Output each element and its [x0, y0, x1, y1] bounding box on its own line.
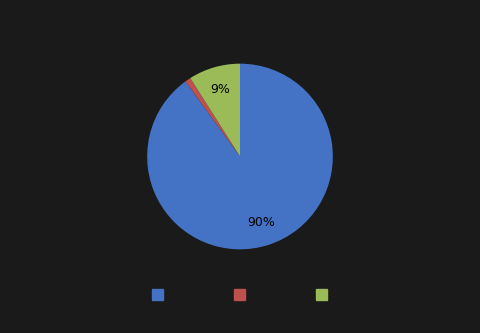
Wedge shape	[185, 78, 240, 157]
Text: 9%: 9%	[211, 83, 230, 96]
Text: 90%: 90%	[248, 216, 276, 229]
Legend: , , : , ,	[146, 283, 334, 308]
Wedge shape	[190, 64, 240, 157]
Wedge shape	[147, 64, 333, 249]
